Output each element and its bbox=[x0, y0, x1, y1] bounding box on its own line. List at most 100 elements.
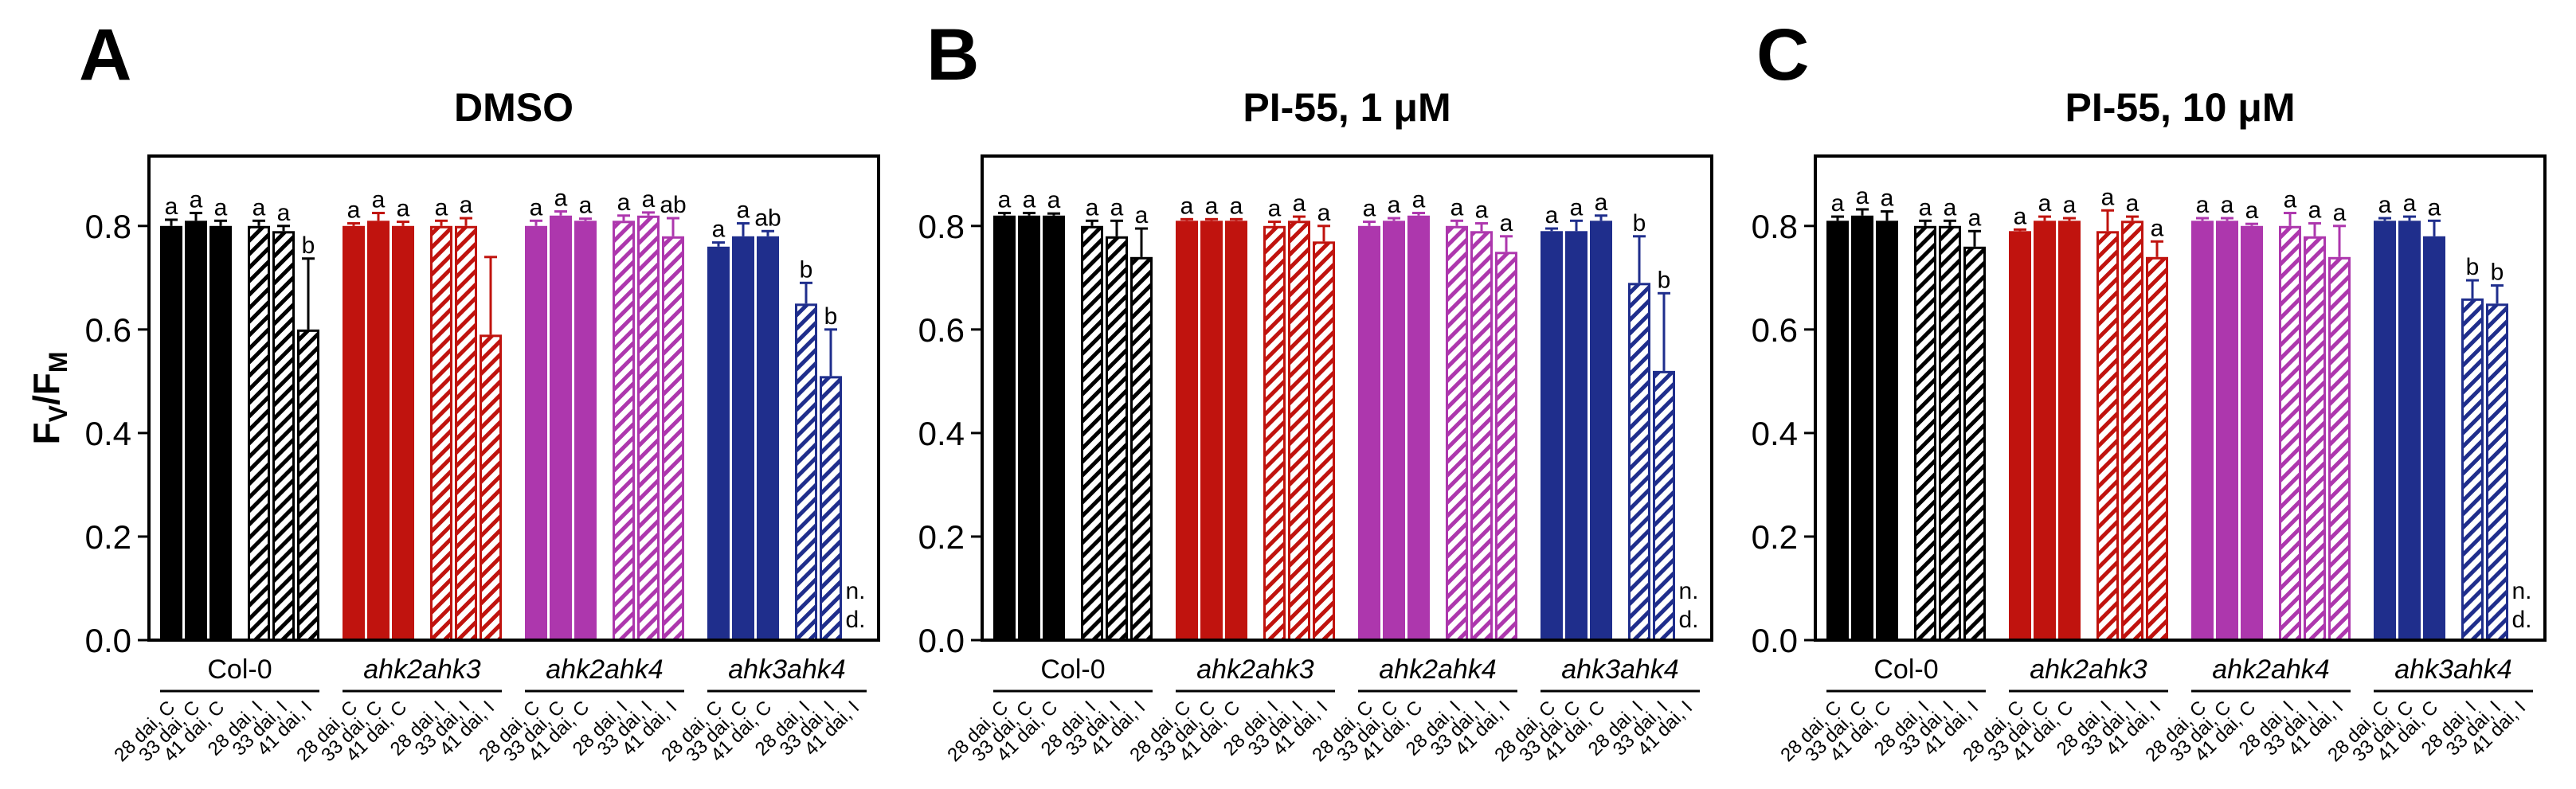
y-tick-label: 0.2 bbox=[1752, 518, 1798, 556]
y-tick-label: 0.8 bbox=[918, 208, 965, 245]
significance-letter: a bbox=[1317, 200, 1331, 226]
significance-letter: b bbox=[1658, 267, 1671, 293]
genotype-label: ahk3ahk4 bbox=[1561, 654, 1678, 685]
significance-letter: a bbox=[554, 186, 568, 212]
bar-solid bbox=[1407, 215, 1430, 640]
genotype-label: ahk2ahk4 bbox=[546, 654, 663, 685]
significance-letter: ab bbox=[754, 205, 781, 231]
significance-letter: a bbox=[617, 189, 631, 216]
significance-letter: a bbox=[1230, 193, 1243, 219]
significance-letter: a bbox=[1881, 186, 1894, 212]
bar-hatched bbox=[2121, 221, 2143, 642]
significance-letter: ab bbox=[660, 192, 686, 218]
bar-hatched bbox=[613, 221, 635, 642]
significance-letter: a bbox=[277, 200, 291, 226]
bar-hatched bbox=[1470, 231, 1493, 642]
bar-hatched bbox=[1939, 225, 1961, 642]
bar-hatched bbox=[1130, 256, 1153, 642]
significance-letter: a bbox=[2403, 190, 2417, 217]
significance-letter: a bbox=[1831, 190, 1845, 217]
bar-solid bbox=[2374, 221, 2396, 640]
significance-letter: a bbox=[397, 196, 410, 222]
bar-hatched bbox=[1495, 252, 1517, 642]
bar-hatched bbox=[455, 225, 477, 642]
y-tick-label: 0.4 bbox=[85, 415, 131, 452]
y-axis-label-part: F bbox=[25, 373, 67, 395]
genotype-label: Col-0 bbox=[1873, 654, 1938, 685]
significance-letter: a bbox=[165, 193, 178, 220]
significance-letter: a bbox=[1500, 210, 1513, 236]
bar-hatched bbox=[1446, 225, 1468, 642]
significance-letter: a bbox=[1919, 194, 1932, 221]
bar-solid bbox=[574, 221, 597, 640]
significance-letter: a bbox=[2221, 192, 2234, 218]
genotype-label: ahk2ahk4 bbox=[2212, 654, 2329, 685]
bar-solid bbox=[2191, 221, 2214, 640]
significance-letter: a bbox=[1110, 194, 1124, 221]
bar-solid bbox=[343, 225, 365, 640]
significance-letter: a bbox=[2063, 192, 2077, 218]
bar-solid bbox=[1590, 221, 1612, 640]
bar-hatched bbox=[1263, 225, 1286, 642]
bar-hatched bbox=[2486, 303, 2508, 642]
bar-solid bbox=[1541, 231, 1563, 640]
not-determined-label: n. bbox=[1678, 578, 1698, 604]
y-tick-label: 0.6 bbox=[85, 311, 131, 349]
bar-hatched bbox=[1313, 241, 1335, 642]
plot-frame bbox=[981, 154, 1713, 642]
bar-solid bbox=[2216, 221, 2238, 640]
genotype-label: ahk3ahk4 bbox=[2394, 654, 2511, 685]
bar-solid bbox=[550, 215, 572, 640]
significance-letter: a bbox=[1388, 192, 1401, 218]
significance-letter: b bbox=[2466, 254, 2480, 280]
significance-letter: a bbox=[2101, 184, 2115, 210]
y-tick-label: 0.8 bbox=[85, 208, 131, 245]
bar-solid bbox=[1383, 221, 1405, 640]
bar-solid bbox=[2034, 221, 2056, 640]
bar-hatched bbox=[1628, 283, 1650, 642]
significance-letter: a bbox=[460, 192, 473, 218]
chart-title: PI-55, 10 μM bbox=[2065, 85, 2295, 130]
significance-letter: a bbox=[2126, 190, 2139, 217]
significance-letter: a bbox=[1363, 196, 1376, 222]
bar-hatched bbox=[430, 225, 452, 642]
panel-letter: A bbox=[79, 14, 131, 96]
significance-letter: a bbox=[347, 197, 361, 224]
bar-solid bbox=[757, 236, 779, 640]
bar-solid bbox=[1876, 221, 1898, 640]
significance-letter: a bbox=[2378, 192, 2392, 218]
significance-letter: a bbox=[2308, 197, 2322, 224]
bar-hatched bbox=[2328, 256, 2351, 642]
bar-solid bbox=[1018, 215, 1040, 640]
genotype-label: ahk2ahk3 bbox=[363, 654, 481, 685]
significance-letter: a bbox=[1023, 187, 1036, 213]
not-determined-label: d. bbox=[2511, 607, 2531, 633]
y-tick-label: 0.4 bbox=[918, 415, 965, 452]
bar-hatched bbox=[2146, 256, 2168, 642]
panel-letter: B bbox=[926, 14, 979, 96]
bar-solid bbox=[1826, 221, 1849, 640]
significance-letter: b bbox=[302, 232, 315, 259]
genotype-label: Col-0 bbox=[207, 654, 272, 685]
significance-letter: a bbox=[1545, 202, 1559, 228]
significance-letter: a bbox=[2151, 215, 2164, 241]
significance-letter: a bbox=[214, 194, 228, 221]
significance-letter: a bbox=[1180, 193, 1194, 219]
bar-solid bbox=[1225, 221, 1247, 640]
bar-solid bbox=[1851, 215, 1873, 640]
significance-letter: a bbox=[2428, 194, 2441, 221]
genotype-label: ahk2ahk3 bbox=[2030, 654, 2147, 685]
genotype-label: Col-0 bbox=[1040, 654, 1105, 685]
bar-solid bbox=[2241, 225, 2263, 640]
